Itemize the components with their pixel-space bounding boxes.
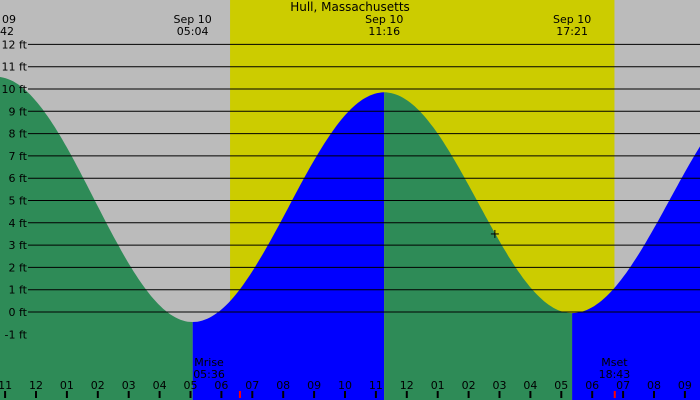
x-tick-label: 01 — [431, 379, 445, 392]
rising-tide-area — [192, 92, 385, 400]
y-tick-label: 11 ft — [2, 61, 28, 74]
moon-event-time: 18:43 — [599, 368, 631, 381]
x-tick-label: 12 — [400, 379, 414, 392]
x-tick-label: 08 — [276, 379, 290, 392]
y-tick-label: 2 ft — [9, 261, 28, 274]
x-tick-label: 09 — [307, 379, 321, 392]
y-tick-label: 9 ft — [9, 105, 28, 118]
moon-event-label: Mrise — [194, 356, 224, 369]
extreme-date-label: Sep 10 — [174, 13, 212, 26]
falling-tide-area — [0, 77, 193, 400]
x-tick-label: 03 — [493, 379, 507, 392]
x-tick-label: 02 — [462, 379, 476, 392]
extreme-date-label: Sep 10 — [365, 13, 403, 26]
extreme-time-label: 42 — [0, 25, 14, 38]
moon-event-time: 05:36 — [193, 368, 225, 381]
x-tick-label: 02 — [91, 379, 105, 392]
x-tick-label: 07 — [245, 379, 259, 392]
y-tick-label: 4 ft — [9, 217, 28, 230]
x-tick-label: 06 — [585, 379, 599, 392]
x-tick-label: 08 — [647, 379, 661, 392]
y-tick-label: 1 ft — [9, 284, 28, 297]
extreme-time-label: 05:04 — [177, 25, 209, 38]
y-tick-label: 0 ft — [9, 306, 28, 319]
falling-tide-area — [384, 92, 573, 400]
y-tick-label: 10 ft — [2, 83, 28, 96]
cursor-layer — [490, 229, 499, 238]
extreme-date-label: 09 — [2, 13, 16, 26]
x-tick-label: 03 — [122, 379, 136, 392]
y-tick-label: 3 ft — [9, 239, 28, 252]
x-tick-label: 11 — [0, 379, 12, 392]
x-tick-label: 01 — [60, 379, 74, 392]
x-tick-label: 06 — [214, 379, 228, 392]
extreme-time-label: 17:21 — [556, 25, 588, 38]
x-tick-label: 10 — [338, 379, 352, 392]
x-axis: 11 12 01 02 03 04 05 06 07 08 09 10 11 12 01 02 03 04 05 06… — [0, 379, 692, 398]
y-tick-label: -1 ft — [5, 328, 28, 341]
x-tick-label: 07 — [616, 379, 630, 392]
chart-title: Hull, Massachusetts — [290, 0, 410, 14]
gridline-layer — [28, 43, 700, 313]
y-tick-label: 12 ft — [2, 38, 28, 51]
y-tick-label: 7 ft — [9, 150, 28, 163]
x-tick-label: 05 — [554, 379, 568, 392]
x-tick-label: 04 — [523, 379, 537, 392]
tide-area-layer — [0, 77, 700, 400]
rising-tide-area — [572, 146, 700, 400]
x-tick-label: 09 — [678, 379, 692, 392]
y-tick-label: 8 ft — [9, 128, 28, 141]
x-tick-label: 04 — [153, 379, 167, 392]
x-tick-label: 05 — [184, 379, 198, 392]
y-tick-label: 6 ft — [9, 172, 28, 185]
y-tick-label: 5 ft — [9, 195, 28, 208]
extreme-time-label: 11:16 — [368, 25, 400, 38]
y-axis-labels: 12 ft 11 ft 10 ft 9 ft 8 ft 7 ft 6 ft 5 ft 4 ft 3… — [2, 38, 28, 341]
moon-event-label: Mset — [601, 356, 628, 369]
x-tick-label: 12 — [29, 379, 43, 392]
x-tick-label: 11 — [369, 379, 383, 392]
extreme-date-label: Sep 10 — [553, 13, 591, 26]
